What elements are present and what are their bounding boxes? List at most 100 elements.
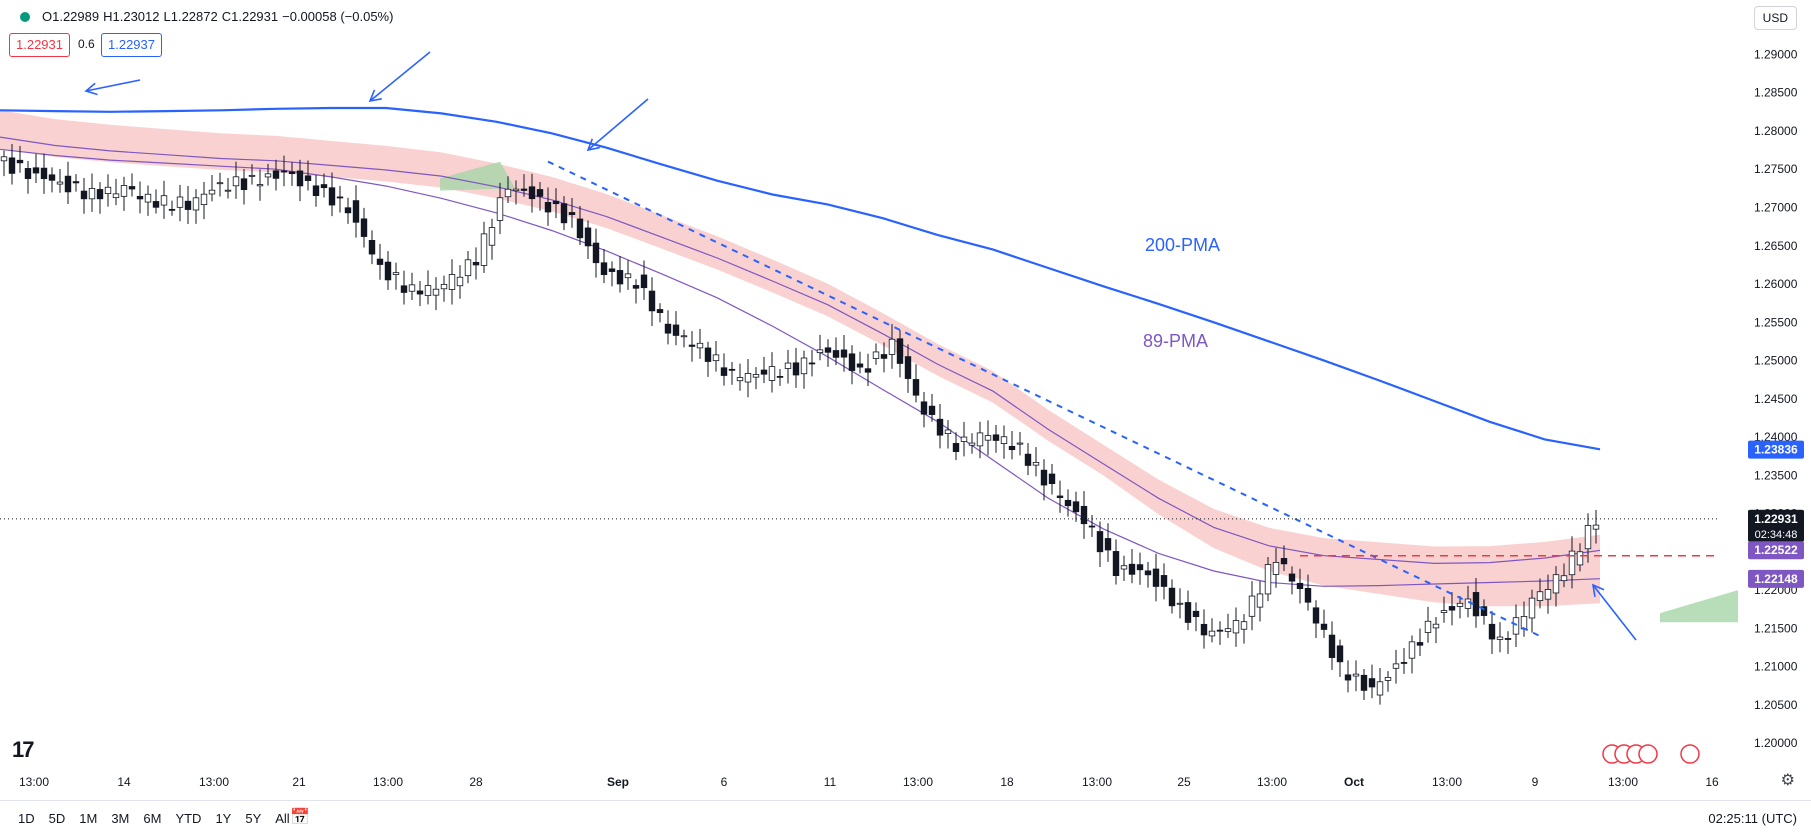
candle-body	[904, 356, 912, 379]
candle-body	[1560, 575, 1568, 582]
price-tick-label: 1.24500	[1754, 392, 1798, 406]
candle-body	[616, 270, 624, 285]
candle-body	[1512, 617, 1520, 635]
candle-body	[1184, 602, 1192, 623]
time-tick-label: 11	[824, 775, 837, 789]
range-button-5d[interactable]: 5D	[48, 811, 66, 826]
candle-body	[400, 285, 408, 293]
candle-body	[56, 181, 64, 185]
pma200-line	[0, 106, 1601, 451]
candle-body	[48, 174, 56, 181]
range-button-all[interactable]: All	[275, 811, 290, 826]
candle-body	[96, 189, 104, 200]
candle-body	[752, 374, 760, 378]
candle-body	[1432, 623, 1440, 629]
candle-body	[16, 159, 24, 164]
candle-body	[624, 273, 632, 279]
candle-body	[424, 285, 432, 296]
candle-body	[1384, 677, 1392, 681]
candle-body	[568, 212, 576, 215]
candle-body	[592, 242, 600, 264]
range-button-5y[interactable]: 5Y	[245, 811, 262, 826]
candle-body	[192, 197, 200, 211]
candle-body	[1224, 628, 1232, 632]
range-button-3m[interactable]: 3M	[111, 811, 130, 826]
candle-body	[656, 309, 664, 313]
candle-body	[1440, 610, 1448, 613]
range-button-1d[interactable]: 1D	[18, 811, 35, 826]
candle-body	[1528, 597, 1536, 619]
price-tick-label: 1.25000	[1754, 354, 1798, 368]
date-range-icon[interactable]: 📅	[290, 809, 310, 826]
candle-body	[808, 362, 816, 365]
candle-body	[1584, 525, 1592, 550]
range-button-6m[interactable]: 6M	[143, 811, 162, 826]
candle-body	[792, 362, 800, 376]
candle-body	[440, 283, 448, 290]
candle-body	[1496, 636, 1504, 640]
candle-body	[1080, 505, 1088, 525]
candle-body	[496, 197, 504, 221]
candle-body	[736, 377, 744, 382]
range-button-1m[interactable]: 1M	[79, 811, 98, 826]
gear-icon[interactable]: ⚙	[1780, 772, 1795, 789]
time-tick-label: 21	[292, 775, 306, 789]
price-tick-label: 1.29000	[1754, 47, 1798, 61]
candle-body	[72, 181, 80, 184]
price-tick-label: 1.28500	[1754, 86, 1798, 100]
candle-body	[1304, 588, 1312, 603]
candle-body	[1296, 582, 1304, 590]
time-tick-label: 25	[1177, 775, 1191, 789]
range-button-ytd[interactable]: YTD	[175, 811, 202, 826]
economic-event-icon[interactable]	[1638, 744, 1658, 764]
candle-body	[512, 188, 520, 192]
candle-body	[1200, 623, 1208, 636]
axis-price-label: 1.22522	[1754, 543, 1798, 557]
candle-body	[1536, 591, 1544, 602]
range-button-1y[interactable]: 1Y	[215, 811, 232, 826]
candle-body	[272, 170, 280, 179]
countdown-label: 02:34:48	[1755, 529, 1798, 541]
candle-body	[1008, 445, 1016, 451]
candle-body	[872, 351, 880, 359]
candle-body	[1048, 473, 1056, 485]
buy-price-button[interactable]: 1.22937	[101, 33, 162, 57]
candle-body	[800, 357, 808, 375]
tradingview-logo-icon[interactable]: 17	[12, 737, 35, 762]
axis-price-label-bg	[1748, 569, 1804, 588]
candle-body	[816, 349, 824, 354]
candle-body	[1232, 620, 1240, 634]
candle-body	[1032, 462, 1040, 466]
candle-body	[704, 347, 712, 362]
price-axis[interactable]	[1720, 0, 1811, 800]
candle-body	[1392, 663, 1400, 669]
market-status-icon	[20, 11, 30, 22]
pma-inner-line	[0, 148, 1601, 587]
candle-body	[352, 200, 360, 223]
price-tick-label: 1.23500	[1754, 468, 1798, 482]
candle-body	[864, 368, 872, 373]
price-chart[interactable]: 1.29000 1.28500 1.28000 1.27500 1.27000 1.265…	[0, 0, 1811, 800]
candle-body	[1480, 606, 1488, 616]
candle-body	[1136, 564, 1144, 571]
candle-body	[920, 401, 928, 415]
candle-body	[24, 168, 32, 179]
currency-selector[interactable]: USD	[1753, 6, 1797, 30]
ohlc-low: L1.22872	[163, 9, 218, 24]
candle-body	[1056, 495, 1064, 499]
economic-event-icon[interactable]	[1680, 744, 1700, 764]
candle-body	[888, 338, 896, 355]
candle-body	[1072, 501, 1080, 513]
utc-clock[interactable]: 02:25:11 (UTC)	[1708, 811, 1797, 826]
candle-body	[296, 170, 304, 187]
candle-body	[168, 208, 176, 211]
candle-body	[288, 171, 296, 175]
price-tick-label: 1.21500	[1754, 621, 1798, 635]
candle-body	[328, 187, 336, 206]
sell-price-button[interactable]: 1.22931	[9, 33, 70, 57]
candle-body	[1240, 621, 1248, 630]
time-tick-label: 13:00	[19, 775, 49, 789]
candle-body	[256, 184, 264, 187]
candle-body	[720, 367, 728, 376]
